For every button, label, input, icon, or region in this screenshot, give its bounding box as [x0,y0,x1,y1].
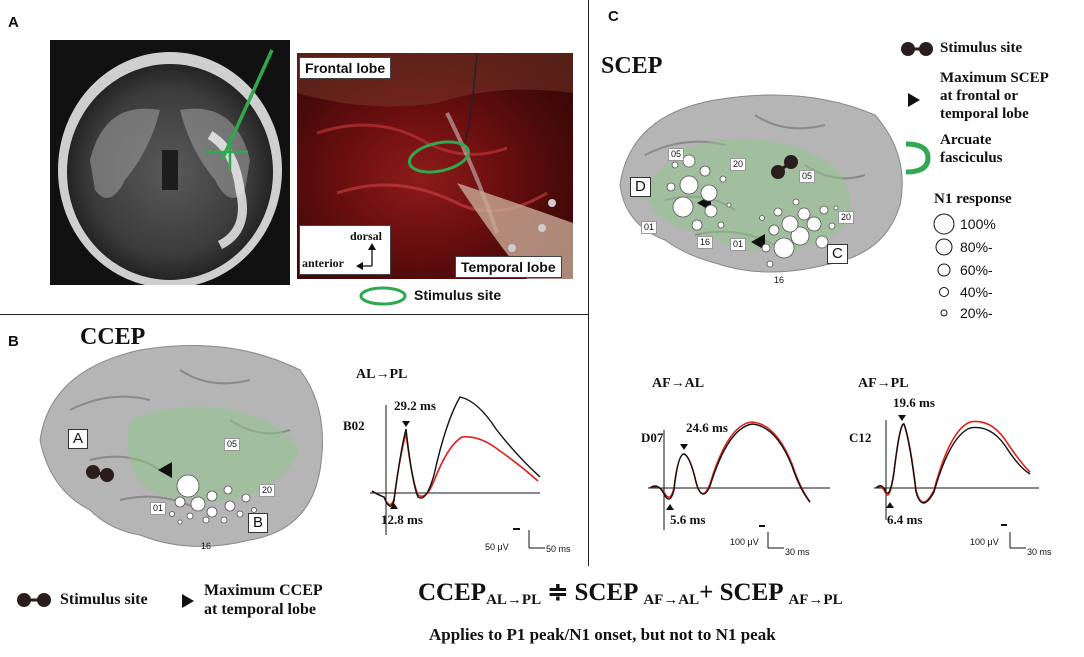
arcuate-fasciculus-icon [905,141,931,175]
electrode-label-01: 01 [150,502,167,515]
mri-drawing [58,49,282,285]
panel-letter-b: B [8,333,19,350]
legend-max-scep-2: at frontal or [940,88,1019,104]
scep1-scale-uv: 100 μV [730,537,759,547]
legend-stimulus-c: Stimulus site [940,40,1023,56]
scep1-peak-label: 24.6 ms [686,420,728,435]
ccep-scale-ms: 50 ms [546,544,571,554]
eq-ccep-sub: AL→PL [486,592,542,608]
electrode-grid-d [666,154,732,231]
ccep-title: CCEP [80,324,146,350]
legend-af-2: fasciculus [940,150,1003,166]
equation-note: Applies to P1 peak/N1 onset, but not to … [429,625,776,644]
electrode-label-c16: 16 [774,275,785,285]
n1-size-80: 80%- [960,239,993,255]
ccep-scale-uv: 50 μV [485,542,509,552]
equation: CCEPAL→PL ≑ SCEP AF→AL+ SCEP AF→PL [418,577,843,609]
eq-ccep: CCEP [418,579,487,606]
panel-letter-a: A [8,14,19,31]
stimulus-site-legend-a: Stimulus site [414,287,502,303]
stimulus-site-ellipse-icon [359,286,407,306]
mri-coronal-image [50,40,290,285]
n1-size-legend-circles [933,213,955,317]
scep1-scale-bar [767,532,784,549]
max-scep-arrow-icon [908,93,920,107]
orient-dorsal-label: dorsal [350,229,383,243]
eq-scep2-sub: AF→PL [788,592,843,608]
eq-approx: ≑ [547,579,569,606]
scep2-channel-label: C12 [849,430,872,445]
scep1-trace-black [649,423,811,503]
stimulus-site-icon-c [901,42,933,56]
temporal-lobe-label: Temporal lobe [455,256,562,278]
scep2-trace-black [875,423,1031,504]
legend-max-ccep-1: Maximum CCEP [204,582,323,599]
panel-letter-c: C [608,8,619,25]
max-ccep-arrow-icon [182,594,194,608]
scep2-scale-uv: 100 μV [970,537,999,547]
scep2-scale-tick [1001,524,1007,526]
scep2-onset-label: 6.4 ms [887,512,923,527]
n1-size-60: 60%- [960,262,993,278]
n1-size-40: 40%- [960,284,993,300]
ccep-peak-label: 29.2 ms [394,398,436,413]
brain-surface-b [39,345,323,547]
orient-anterior-label: anterior [302,256,344,270]
legend-max-ccep-2: at temporal lobe [204,601,316,618]
electrode-label-16: 16 [201,541,212,551]
electrode-label-c05: 05 [799,170,816,183]
electrode-grid-b [169,474,257,525]
legend-max-scep-1: Maximum SCEP [940,70,1049,86]
scep1-trace-title: AF→AL [652,376,705,391]
ccep-scale-bar [528,530,545,549]
ccep-scale-tick [513,528,520,530]
eq-scep2: SCEP [719,579,783,606]
ccep-onset-label: 12.8 ms [381,512,423,527]
ccep-waveform [370,396,541,535]
scep2-waveform [874,415,1039,520]
electrode-label-d05: 05 [668,148,685,161]
legend-stimulus-bottom: Stimulus site [60,591,148,608]
electrode-label-d20: 20 [730,158,747,171]
vertical-divider [588,0,589,566]
scep1-scale-tick [759,525,765,527]
electrode-label-d01: 01 [641,221,658,234]
electrode-label-c01: 01 [730,238,747,251]
scep-title: SCEP [601,53,663,79]
n1-size-100: 100% [960,216,996,232]
electrode-grid-c [759,198,839,268]
eq-plus: + [699,579,714,606]
electrode-label-c20: 20 [838,211,855,224]
frontal-lobe-label: Frontal lobe [299,57,392,79]
stimulus-site-icon-bottom [17,593,51,607]
orientation-box: dorsal anterior [299,225,391,275]
orientation-arrows [356,243,376,270]
scep1-waveform [648,421,830,530]
scep2-trace-title: AF→PL [858,376,909,391]
scep1-onset-label: 5.6 ms [670,512,706,527]
eq-scep1-sub: AF→AL [643,592,700,608]
scep2-scale-bar [1009,532,1026,549]
scep2-scale-ms: 30 ms [1027,547,1052,557]
n1-size-20: 20%- [960,305,993,321]
electrode-label-20: 20 [259,484,276,497]
scep2-peak-label: 19.6 ms [893,395,935,410]
legend-max-scep-3: temporal lobe [940,106,1029,122]
region-label-b: B [248,513,269,533]
electrode-label-d16: 16 [697,236,714,249]
region-label-a: A [68,429,89,449]
region-label-d: D [630,177,651,197]
n1-response-title: N1 response [934,191,1012,207]
ccep-trace-red [371,432,539,506]
ccep-trace-black [371,396,541,507]
horizontal-divider [0,314,588,315]
electrode-label-05: 05 [224,438,241,451]
legend-af-1: Arcuate [940,132,992,148]
ccep-channel-label: B02 [343,418,365,433]
scep1-channel-label: D07 [641,430,664,445]
ccep-trace-title: AL→PL [356,367,408,382]
scep1-scale-ms: 30 ms [785,547,810,557]
eq-scep1: SCEP [574,579,638,606]
region-label-c: C [827,244,848,264]
